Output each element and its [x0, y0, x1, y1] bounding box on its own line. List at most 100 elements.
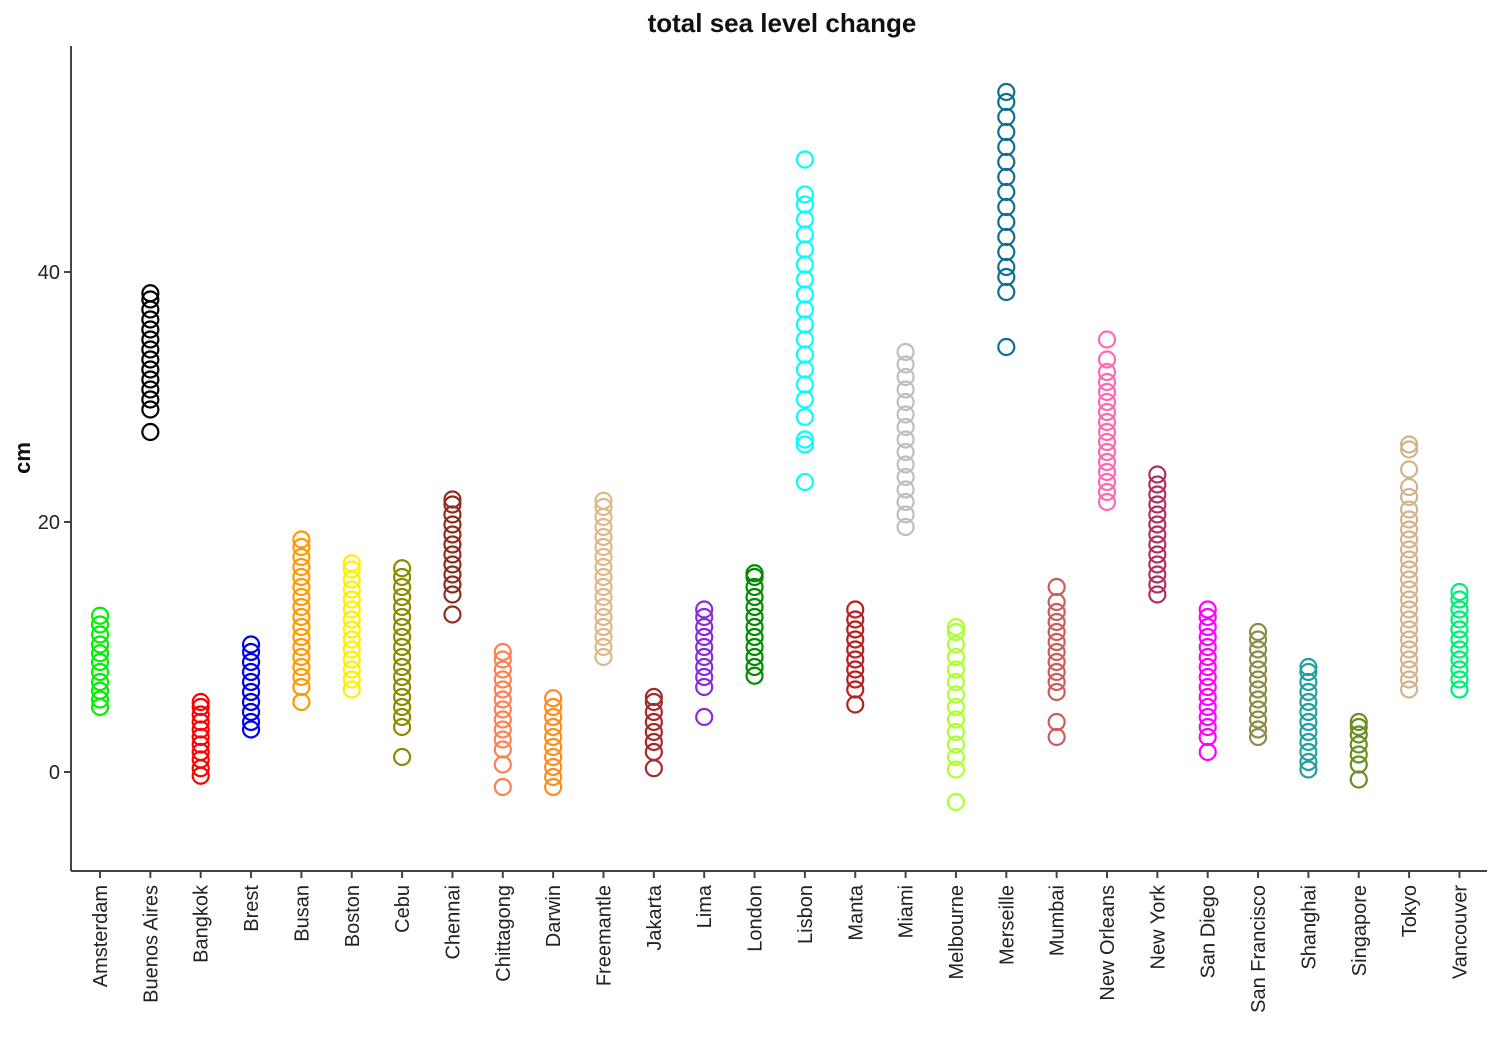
data-point [745, 597, 764, 617]
data-point [1047, 682, 1066, 702]
x-ticks: Amsterdam Buenos Aires Bangkok Brest Busan Bo… [90, 871, 1471, 1013]
data-point [1047, 727, 1066, 747]
data-point [292, 677, 311, 697]
data-point [90, 662, 110, 682]
data-point [795, 472, 815, 492]
data-point [644, 687, 663, 707]
data-point [1399, 570, 1419, 589]
data-point [141, 360, 160, 379]
data-point [241, 642, 261, 662]
data-point [241, 682, 261, 702]
y-tick-label: 0 [49, 762, 60, 784]
y-tick-label: 40 [38, 262, 60, 284]
data-point [1399, 487, 1419, 507]
data-point [1097, 350, 1117, 369]
data-point [594, 517, 613, 537]
data-point [1349, 755, 1368, 774]
data-point [1097, 392, 1117, 412]
data-point [1299, 692, 1318, 712]
data-point [141, 400, 160, 419]
data-point [493, 660, 512, 679]
data-point [896, 430, 915, 449]
data-point [292, 537, 311, 557]
data-point [241, 692, 261, 712]
data-point [695, 707, 714, 727]
data-point [1450, 600, 1469, 619]
data-point [1299, 742, 1318, 762]
data-point [1198, 637, 1217, 657]
data-point [292, 587, 311, 607]
x-tick-label: Merseille [996, 885, 1018, 965]
data-point [90, 606, 110, 625]
data-point [1097, 472, 1117, 492]
data-point [141, 390, 160, 409]
data-point [393, 637, 412, 657]
data-point [90, 625, 110, 644]
data-point [443, 605, 462, 624]
data-point [443, 495, 462, 514]
data-point [1399, 440, 1419, 459]
data-point [90, 681, 110, 700]
data-point [241, 652, 261, 672]
data-point [695, 607, 714, 627]
data-point [745, 607, 764, 627]
data-point [292, 597, 311, 617]
data-point [695, 677, 714, 697]
data-point [342, 680, 361, 699]
data-point [292, 637, 311, 657]
data-point [544, 757, 563, 777]
data-point [1399, 580, 1419, 599]
data-point [1399, 477, 1419, 497]
data-point [1399, 550, 1419, 569]
data-point [594, 567, 613, 587]
data-point [745, 617, 764, 637]
data-point [1097, 402, 1117, 422]
data-point [1248, 720, 1268, 739]
data-point [1248, 630, 1268, 649]
data-point [795, 330, 815, 349]
data-point [1097, 412, 1117, 432]
data-point [1399, 520, 1419, 539]
data-point [997, 122, 1016, 142]
data-point [1349, 735, 1368, 754]
data-point [846, 640, 865, 659]
data-point [1198, 727, 1217, 747]
data-point [1248, 690, 1268, 709]
data-point [493, 777, 512, 797]
data-point [1248, 700, 1268, 719]
data-point [1450, 610, 1469, 629]
data-point [594, 617, 613, 637]
data-point [1047, 622, 1066, 642]
data-point [1097, 382, 1117, 402]
data-point [544, 767, 563, 787]
data-point [1399, 530, 1419, 549]
data-point [896, 480, 915, 499]
data-point [342, 650, 361, 669]
data-point [1299, 760, 1318, 779]
data-point [946, 697, 966, 717]
data-point [292, 577, 311, 597]
data-point [544, 737, 563, 757]
data-point [795, 435, 815, 454]
data-point [443, 490, 462, 509]
data-point [1399, 435, 1419, 454]
data-point [292, 657, 311, 677]
data-point [1399, 500, 1419, 519]
data-point [1047, 602, 1066, 622]
x-tick-label: Boston [342, 885, 364, 947]
data-point [493, 642, 512, 662]
data-point [241, 702, 261, 722]
data-point [1047, 652, 1066, 672]
data-point [644, 712, 663, 732]
data-point [1148, 465, 1167, 484]
data-point [443, 585, 462, 604]
data-point [795, 150, 815, 169]
data-point [1349, 725, 1368, 744]
data-point [1097, 330, 1117, 349]
data-point [141, 380, 160, 399]
data-point [342, 590, 361, 609]
data-point [1248, 660, 1268, 679]
data-point [795, 375, 815, 394]
data-point [493, 730, 512, 749]
